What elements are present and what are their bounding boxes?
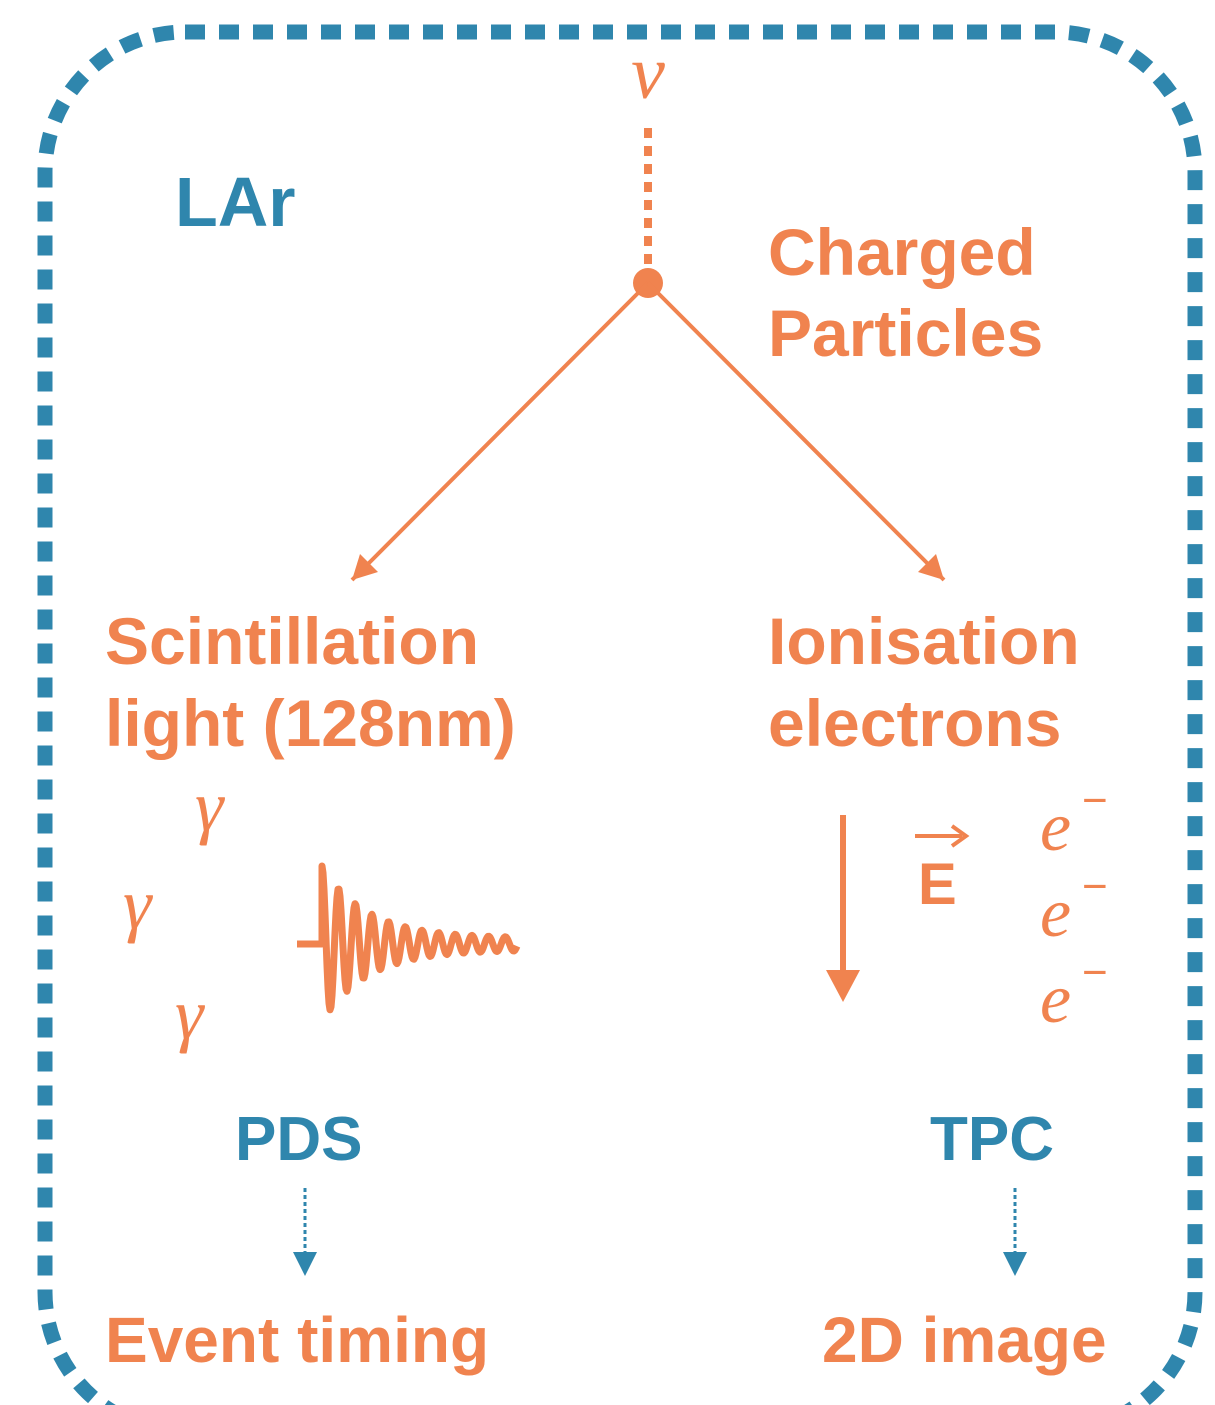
electron-charge: − — [1082, 776, 1108, 825]
arrowhead — [352, 554, 378, 580]
waveform — [297, 862, 521, 1014]
charged-particles-label: Charged — [768, 215, 1036, 289]
scintillation-label: light (128nm) — [105, 686, 516, 760]
charged-particles-label: Particles — [768, 296, 1043, 370]
tpc-label: TPC — [930, 1105, 1054, 1174]
photon: γ — [123, 864, 153, 944]
lar-border — [37, 24, 1203, 1405]
electron-charge: − — [1082, 948, 1108, 997]
electron: e — [1040, 789, 1071, 866]
field-label: E — [918, 852, 957, 917]
electron: e — [1040, 875, 1071, 952]
electron: e — [1040, 961, 1071, 1038]
photon: γ — [195, 766, 225, 846]
event-timing-label: Event timing — [105, 1304, 489, 1376]
neutrino-symbol: ν — [631, 31, 665, 115]
arrowhead — [826, 970, 860, 1002]
arrowhead — [293, 1252, 317, 1276]
ionisation-label: electrons — [768, 686, 1061, 760]
medium-label: LAr — [175, 163, 296, 241]
image-label: 2D image — [822, 1304, 1107, 1376]
arrowhead — [1003, 1252, 1027, 1276]
photon: γ — [175, 974, 205, 1054]
ionisation-label: Ionisation — [768, 604, 1080, 678]
arrow-to-scintillation — [350, 281, 650, 582]
vector-arrow — [915, 824, 970, 848]
pds-label: PDS — [235, 1105, 362, 1174]
electron-charge: − — [1082, 862, 1108, 911]
arrow-to-ionisation — [646, 281, 946, 582]
scintillation-label: Scintillation — [105, 604, 479, 678]
arrowhead — [918, 554, 944, 580]
